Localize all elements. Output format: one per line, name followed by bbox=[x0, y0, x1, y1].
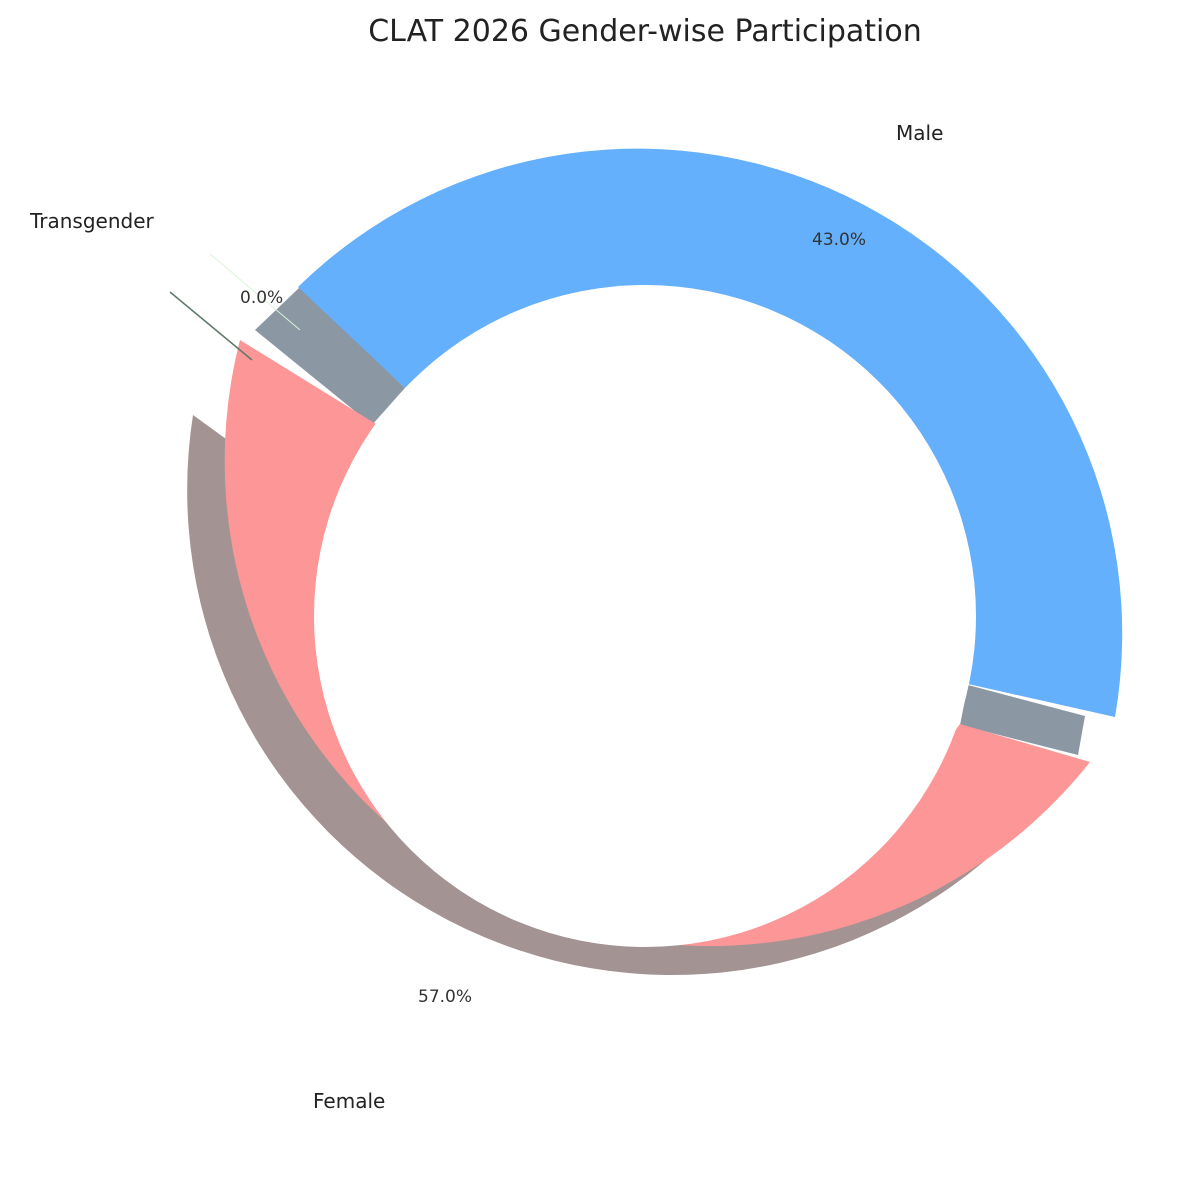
transgender-label: Transgender bbox=[29, 209, 155, 233]
male-slice[interactable] bbox=[298, 148, 1123, 717]
transgender-slice[interactable] bbox=[255, 287, 405, 425]
transgender-leader-line-faint bbox=[209, 253, 301, 331]
male-label: Male bbox=[896, 121, 943, 145]
female-slice-shadow bbox=[187, 415, 1011, 976]
male-percent: 43.0% bbox=[812, 230, 866, 250]
female-percent: 57.0% bbox=[418, 987, 472, 1007]
transgender-leader-line bbox=[169, 291, 253, 361]
donut-hole bbox=[314, 285, 976, 947]
transgender-percent: 0.0% bbox=[240, 288, 283, 308]
chart-title: CLAT 2026 Gender-wise Participation bbox=[368, 14, 922, 49]
transgender-band-right bbox=[960, 685, 1085, 755]
female-label: Female bbox=[313, 1089, 385, 1113]
